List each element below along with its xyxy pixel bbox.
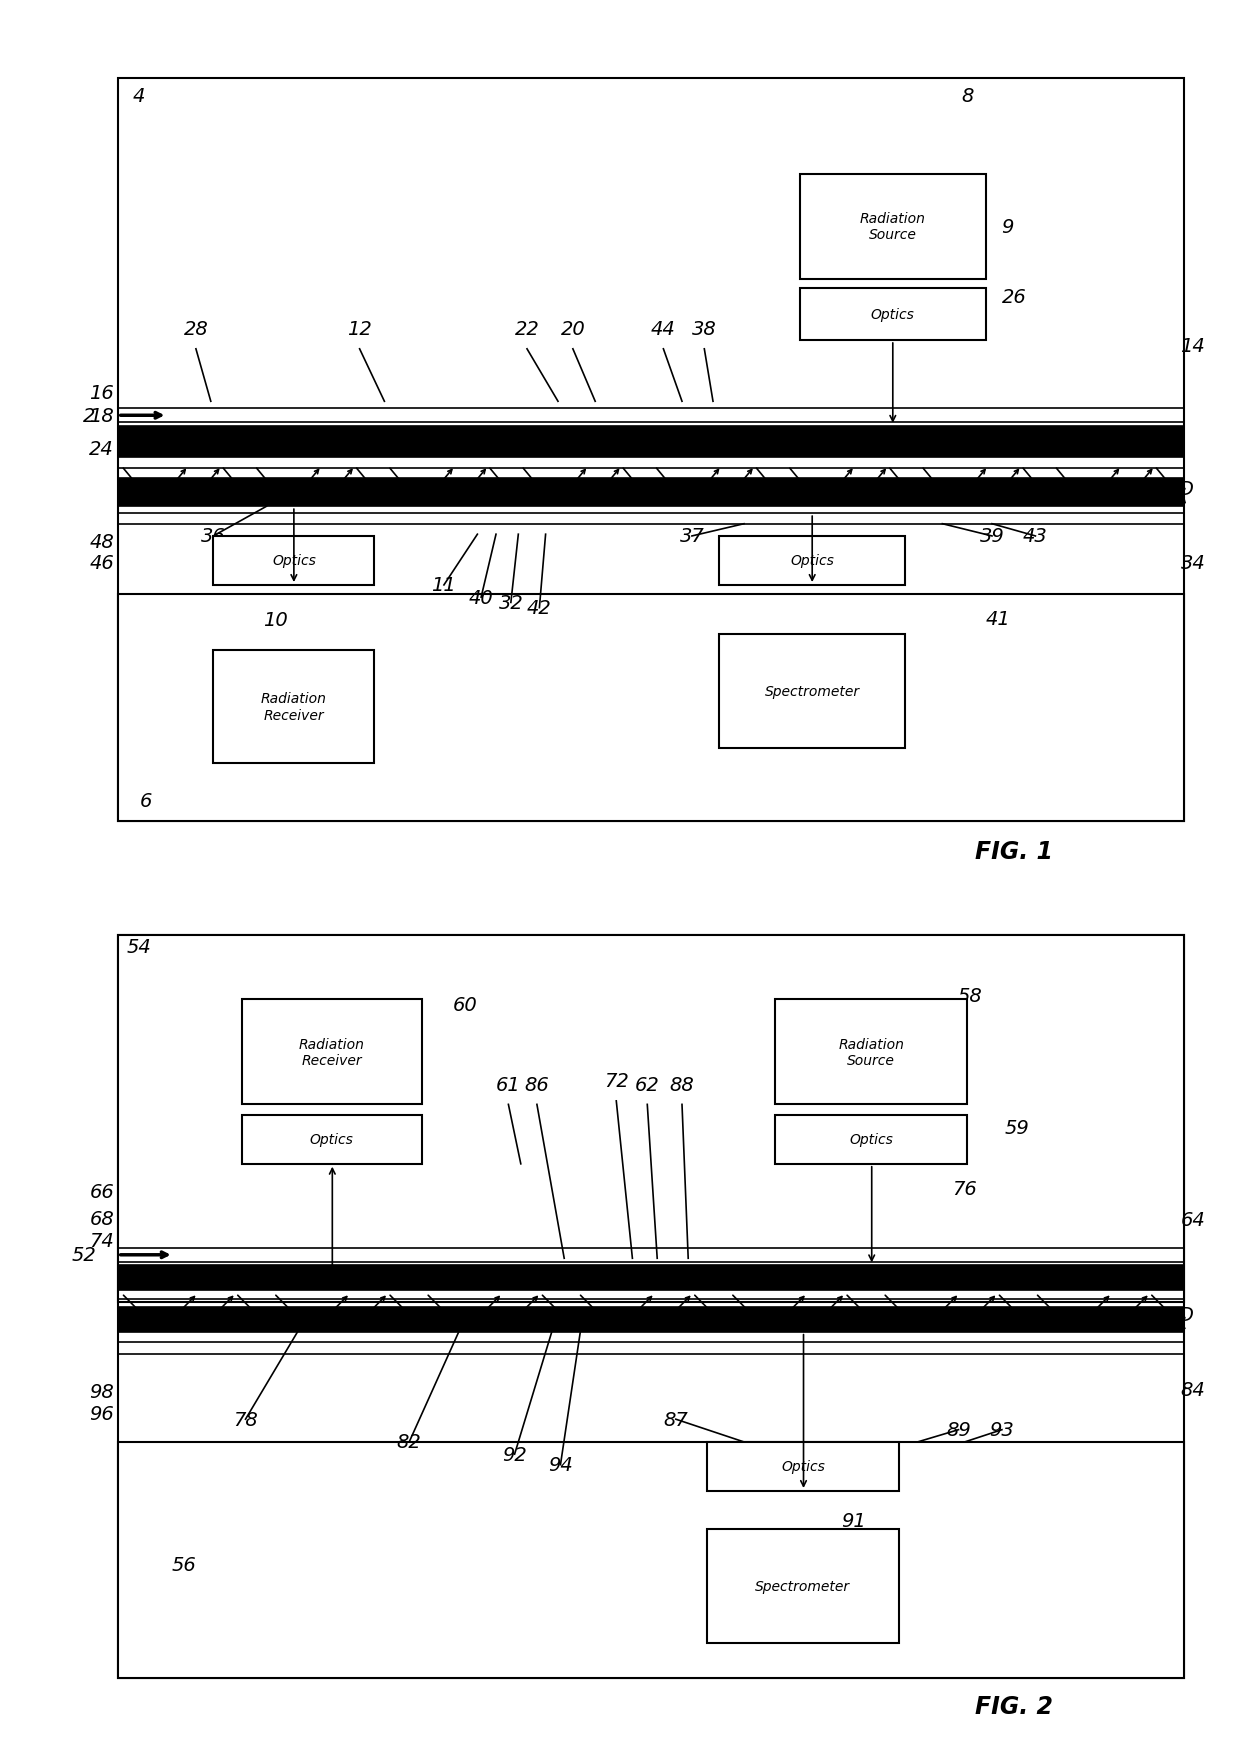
Text: 66: 66 — [89, 1183, 114, 1201]
Text: 94: 94 — [548, 1456, 573, 1474]
Bar — [118, 1442, 1184, 1678]
Text: 82: 82 — [397, 1433, 422, 1451]
Text: 74: 74 — [89, 1232, 114, 1250]
Bar — [242, 1115, 422, 1164]
Text: 78: 78 — [233, 1411, 258, 1428]
Text: 93: 93 — [990, 1421, 1014, 1439]
Text: 20: 20 — [560, 320, 585, 339]
Text: Optics: Optics — [790, 554, 835, 568]
Text: MD: MD — [1162, 481, 1194, 498]
Text: 87: 87 — [663, 1411, 688, 1428]
Text: 8: 8 — [961, 87, 973, 105]
Text: 38: 38 — [692, 320, 717, 339]
Text: 62: 62 — [635, 1075, 660, 1094]
Text: 39: 39 — [980, 528, 1004, 545]
Text: 48: 48 — [89, 533, 114, 551]
Text: Radiation
Receiver: Radiation Receiver — [260, 692, 327, 722]
Bar — [118, 427, 1184, 458]
Text: Radiation
Source: Radiation Source — [859, 212, 926, 243]
Text: 40: 40 — [469, 589, 494, 607]
Bar — [1042, 479, 1184, 507]
Text: Optics: Optics — [849, 1133, 893, 1147]
Text: 52: 52 — [72, 1246, 97, 1264]
Text: 2: 2 — [83, 407, 95, 425]
Text: 36: 36 — [201, 528, 226, 545]
Text: 6: 6 — [140, 792, 153, 809]
Text: 84: 84 — [1180, 1381, 1205, 1398]
Text: 76: 76 — [952, 1180, 977, 1197]
Text: 58: 58 — [957, 988, 982, 1005]
Text: 44: 44 — [651, 320, 676, 339]
Text: 41: 41 — [986, 610, 1011, 628]
Text: 34: 34 — [1180, 554, 1205, 572]
Text: 37: 37 — [680, 528, 704, 545]
Text: 18: 18 — [89, 407, 114, 425]
Text: 86: 86 — [525, 1075, 549, 1094]
Bar — [775, 1115, 967, 1164]
Text: 54: 54 — [126, 939, 151, 956]
Bar — [242, 1000, 422, 1105]
Text: 92: 92 — [502, 1446, 527, 1463]
Bar — [118, 935, 1184, 1678]
Text: 61: 61 — [496, 1075, 521, 1094]
Text: 56: 56 — [171, 1556, 196, 1573]
Bar — [707, 1530, 899, 1643]
Bar — [800, 175, 986, 280]
Bar — [118, 1266, 1184, 1290]
Text: 68: 68 — [89, 1210, 114, 1227]
Bar — [118, 479, 1184, 507]
Bar — [800, 288, 986, 341]
Text: 64: 64 — [1180, 1211, 1205, 1229]
Text: 16: 16 — [89, 385, 114, 402]
Text: Optics: Optics — [870, 308, 915, 322]
Text: Spectrometer: Spectrometer — [765, 683, 859, 699]
Text: 28: 28 — [184, 320, 208, 339]
Text: FIG. 1: FIG. 1 — [976, 839, 1053, 864]
Text: 11: 11 — [432, 577, 456, 594]
Text: 43: 43 — [1023, 528, 1048, 545]
Text: 24: 24 — [89, 440, 114, 458]
Text: 60: 60 — [453, 996, 477, 1014]
Bar — [118, 1308, 1184, 1332]
Bar — [719, 635, 905, 748]
Text: 9: 9 — [1001, 218, 1013, 236]
Text: 14: 14 — [1180, 337, 1205, 355]
Bar — [707, 1442, 899, 1491]
Text: 26: 26 — [1002, 288, 1027, 306]
Text: Optics: Optics — [272, 554, 316, 568]
Bar — [213, 537, 374, 586]
Text: 42: 42 — [527, 600, 552, 617]
Text: Radiation
Receiver: Radiation Receiver — [299, 1037, 365, 1068]
Text: 91: 91 — [841, 1512, 866, 1530]
Text: MD: MD — [1162, 1306, 1194, 1323]
Text: 32: 32 — [498, 594, 523, 612]
Text: 98: 98 — [89, 1383, 114, 1400]
Text: 72: 72 — [604, 1072, 629, 1091]
Bar — [775, 1000, 967, 1105]
Bar — [118, 935, 1184, 1302]
Text: 89: 89 — [946, 1421, 971, 1439]
Text: Optics: Optics — [310, 1133, 353, 1147]
Text: Spectrometer: Spectrometer — [755, 1578, 851, 1594]
Text: 59: 59 — [1004, 1119, 1029, 1136]
Bar — [213, 650, 374, 764]
Text: 4: 4 — [133, 87, 145, 105]
Text: 10: 10 — [263, 612, 288, 629]
Bar — [118, 594, 1184, 822]
Text: 46: 46 — [89, 554, 114, 572]
Text: 12: 12 — [347, 320, 372, 339]
Text: 96: 96 — [89, 1405, 114, 1423]
Text: FIG. 2: FIG. 2 — [976, 1694, 1053, 1718]
Text: 88: 88 — [670, 1075, 694, 1094]
Text: 22: 22 — [515, 320, 539, 339]
Bar — [118, 79, 1184, 822]
Text: Radiation
Source: Radiation Source — [838, 1037, 904, 1068]
Bar — [719, 537, 905, 586]
Text: Optics: Optics — [781, 1460, 825, 1474]
